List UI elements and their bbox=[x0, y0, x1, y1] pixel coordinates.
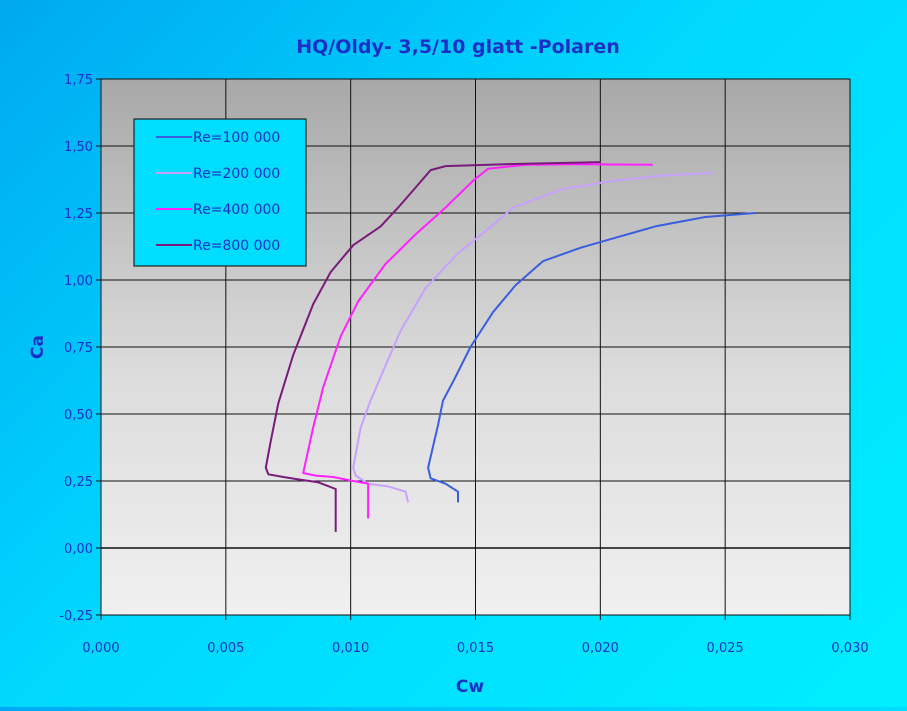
chart-title: HQ/Oldy- 3,5/10 glatt -Polaren bbox=[296, 36, 620, 58]
y-tick-label: -0,25 bbox=[59, 609, 93, 624]
legend-label: Re=400 000 bbox=[193, 202, 280, 218]
y-tick-label: 1,25 bbox=[64, 207, 93, 222]
y-tick-label: 0,25 bbox=[64, 475, 93, 490]
series-line-4 bbox=[264, 161, 601, 532]
y-tick-label: 0,75 bbox=[64, 341, 93, 356]
x-tick-label: 0,030 bbox=[831, 641, 868, 656]
y-tick-label: 0,00 bbox=[64, 542, 93, 557]
legend: Re=100 000 Re=200 000 Re=400 000 Re=800 000 bbox=[133, 118, 307, 267]
x-tick-label: 0,005 bbox=[207, 641, 244, 656]
series-line-3 bbox=[302, 163, 653, 519]
y-tick-label: 1,50 bbox=[64, 140, 93, 155]
series-lines bbox=[264, 161, 756, 532]
y-tick-labels: -0,25 0,00 0,25 0,50 0,75 1,00 1,25 1,50 1,75 bbox=[59, 73, 93, 624]
legend-box bbox=[133, 118, 307, 267]
x-tick-label: 0,015 bbox=[457, 641, 494, 656]
x-tick-label: 0,025 bbox=[707, 641, 744, 656]
y-tick-label: 1,75 bbox=[64, 73, 93, 88]
y-tick-label: 1,00 bbox=[64, 274, 93, 289]
series-line-2 bbox=[352, 171, 713, 503]
y-tick-label: 0,50 bbox=[64, 408, 93, 423]
legend-label: Re=200 000 bbox=[193, 166, 280, 182]
x-tick-label: 0,010 bbox=[332, 641, 369, 656]
series-line-1 bbox=[427, 212, 756, 503]
legend-label: Re=100 000 bbox=[193, 130, 280, 146]
x-tick-label: 0,000 bbox=[82, 641, 119, 656]
legend-label: Re=800 000 bbox=[193, 238, 280, 254]
x-axis-title: Cw bbox=[456, 677, 484, 697]
x-tick-labels: 0,000 0,005 0,010 0,015 0,020 0,025 0,030 bbox=[82, 641, 868, 656]
x-tick-label: 0,020 bbox=[582, 641, 619, 656]
y-axis-title: Ca bbox=[28, 335, 48, 359]
